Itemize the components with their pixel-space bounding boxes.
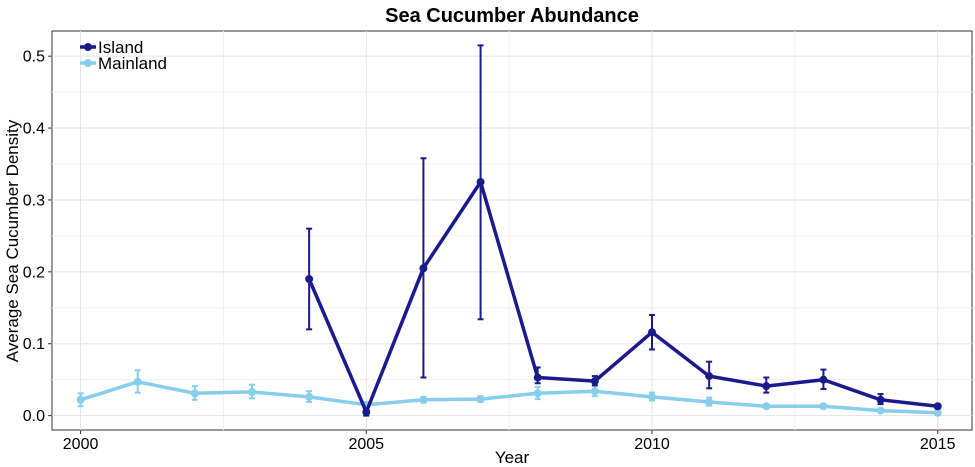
x-tick-label: 2010 [634, 436, 670, 453]
y-tick-label: 0.5 [23, 49, 45, 66]
island-point [476, 177, 485, 186]
legend-label-island: Island [98, 38, 143, 57]
axes: 2000 2005 2010 2015 0.0 0.1 0.2 0.3 0.4 0.5 [23, 49, 956, 453]
y-tick-label: 0.4 [23, 121, 45, 138]
mainland-point [419, 395, 428, 404]
mainland-point [590, 387, 599, 396]
mainland-point [648, 392, 656, 401]
mainland-point [533, 389, 542, 398]
x-tick-label: 2015 [920, 436, 956, 453]
island-point [705, 372, 714, 381]
mainland-line [80, 380, 938, 415]
mainland-point [305, 392, 314, 401]
series-island [305, 44, 942, 417]
island-point [590, 377, 599, 386]
mainland-point [76, 395, 85, 404]
mainland-point [705, 397, 714, 406]
gridlines [52, 31, 972, 430]
island-point [533, 373, 542, 382]
island-point [648, 328, 656, 337]
x-tick-label: 2005 [348, 436, 384, 453]
y-tick-label: 0.2 [23, 264, 45, 281]
mainland-point [190, 389, 199, 398]
mainland-point [476, 395, 485, 404]
y-tick-label: 0.0 [23, 408, 45, 425]
x-axis-title: Year [495, 448, 530, 467]
island-point [362, 408, 371, 417]
plot-panel [51, 30, 973, 431]
mainland-point [933, 408, 942, 417]
island-line [307, 180, 938, 414]
y-tick-label: 0.1 [23, 336, 45, 353]
series-layer [76, 44, 942, 417]
island-point [305, 275, 314, 284]
mainland-point [762, 402, 771, 411]
mainland-point [133, 377, 142, 386]
chart-title: Sea Cucumber Abundance [385, 5, 639, 27]
island-point [762, 382, 771, 391]
island-point [419, 264, 428, 273]
legend-key-point-mainland [84, 59, 92, 67]
x-tick-label: 2000 [63, 436, 99, 453]
y-axis-title: Average Sea Cucumber Density [3, 119, 22, 362]
mainland-point [248, 387, 256, 396]
mainland-point [876, 406, 885, 415]
island-point [819, 375, 828, 384]
island-point [933, 402, 942, 411]
island-point [876, 395, 885, 404]
mainland-point [819, 402, 828, 411]
legend-key-point-island [84, 43, 92, 51]
y-tick-label: 0.3 [23, 192, 45, 209]
legend-label-mainland: Mainland [98, 54, 167, 73]
